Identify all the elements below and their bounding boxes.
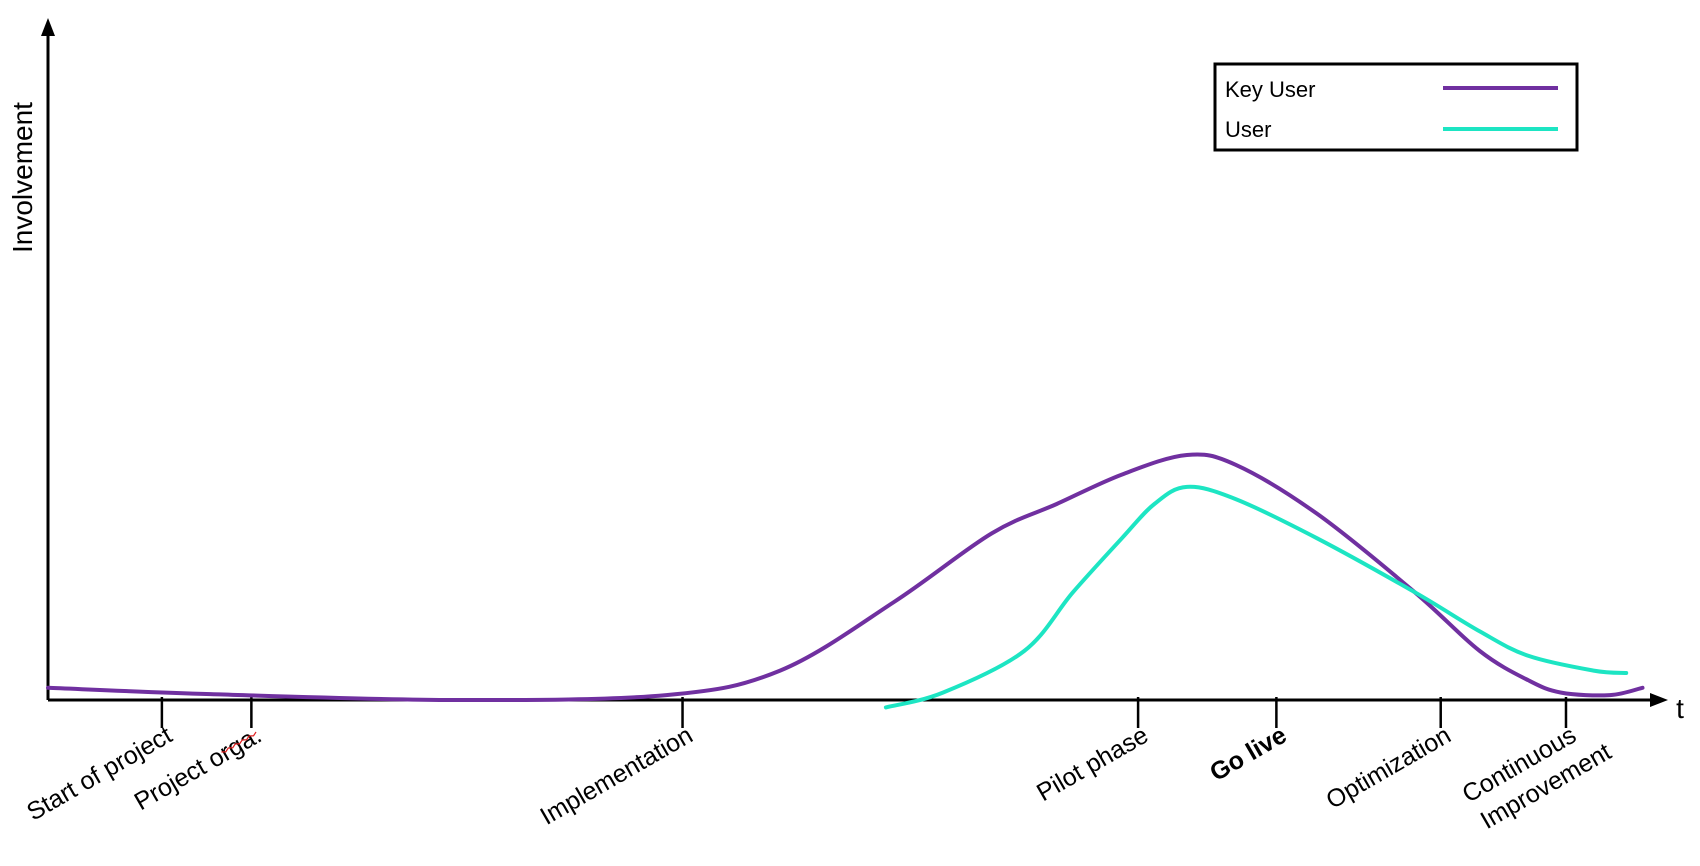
milestone-label: Go live xyxy=(1205,721,1291,787)
spellcheck-squiggle xyxy=(221,731,257,753)
series-line-key-user xyxy=(46,452,1645,703)
milestone-label: Start of project xyxy=(22,721,177,827)
x-axis-label: t xyxy=(1676,693,1684,724)
y-axis-arrow xyxy=(41,18,55,36)
legend-label-user: User xyxy=(1225,117,1271,142)
legend-label-key-user: Key User xyxy=(1225,77,1315,102)
milestone-label: Implementation xyxy=(535,721,697,831)
y-axis-label: Involvement xyxy=(7,102,38,253)
milestone-label: Pilot phase xyxy=(1032,721,1153,807)
legend-box xyxy=(1213,62,1579,152)
milestone-label: Optimization xyxy=(1321,721,1455,815)
milestone-label: ContinuousImprovement xyxy=(1457,710,1616,836)
legend: Key User User xyxy=(1213,62,1579,152)
x-axis-arrow xyxy=(1650,693,1668,707)
series-line-user xyxy=(883,484,1629,710)
series-lines xyxy=(46,452,1645,710)
